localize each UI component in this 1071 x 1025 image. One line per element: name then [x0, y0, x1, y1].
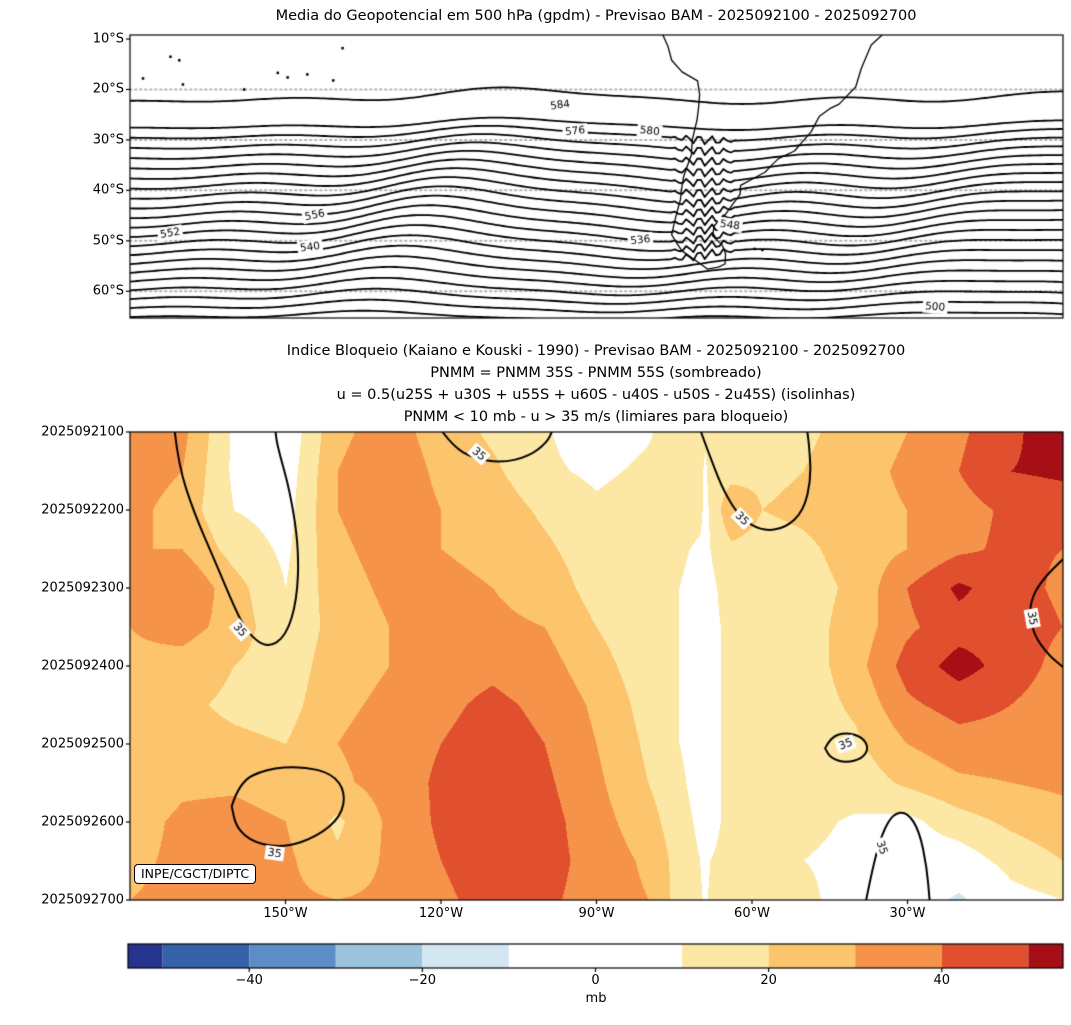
colorbar-tick-label: 20 [760, 973, 777, 988]
bottom-ytick-label: 2025092200 [41, 502, 124, 518]
colorbar-tick-label: −40 [235, 973, 263, 988]
top-ytick-label: 30°S [92, 132, 124, 148]
bottom-ytick-label: 2025092700 [41, 892, 124, 908]
top-panel-title: Media do Geopotencial em 500 hPa (gpdm) … [275, 8, 917, 24]
bottom-xtick-label: 90°W [578, 906, 615, 921]
bottom-xtick-label: 60°W [734, 906, 770, 921]
top-ytick-label: 40°S [92, 182, 124, 198]
top-ytick-label: 20°S [92, 81, 124, 97]
inpe-credit-annotation: INPE/CGCT/DIPTC [134, 864, 257, 884]
bottom-xtick-label: 30°W [889, 906, 926, 921]
colorbar-axis-label: mb [585, 991, 607, 1006]
colorbar-tick-label: 40 [933, 973, 951, 988]
colorbar-tick-label: 0 [591, 973, 600, 988]
top-ytick-label: 10°S [92, 31, 124, 47]
bottom-panel-title-line3: u = 0.5(u25S + u30S + u55S + u60S - u40S… [336, 387, 856, 403]
bottom-ytick-label: 2025092500 [41, 736, 124, 752]
bottom-xtick-label: 120°W [418, 906, 464, 921]
bottom-panel-title-line4: PNMM < 10 mb - u > 35 m/s (limiares para… [403, 409, 789, 425]
bottom-panel-title-line1: Indice Bloqueio (Kaiano e Kouski - 1990)… [286, 343, 906, 359]
colorbar-tick-label: −20 [408, 973, 437, 988]
bottom-ytick-label: 2025092300 [41, 580, 124, 596]
bottom-xtick-label: 150°W [263, 906, 308, 921]
bottom-panel-title-line2: PNMM = PNMM 35S - PNMM 55S (sombreado) [430, 365, 762, 381]
bottom-ytick-label: 2025092400 [41, 658, 124, 674]
bottom-ytick-label: 2025092100 [41, 424, 124, 440]
bottom-ytick-label: 2025092600 [41, 814, 124, 830]
top-ytick-label: 50°S [92, 233, 124, 249]
top-ytick-label: 60°S [92, 283, 124, 299]
